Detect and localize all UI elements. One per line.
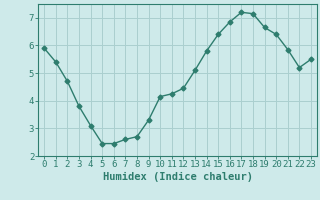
X-axis label: Humidex (Indice chaleur): Humidex (Indice chaleur) xyxy=(103,172,252,182)
